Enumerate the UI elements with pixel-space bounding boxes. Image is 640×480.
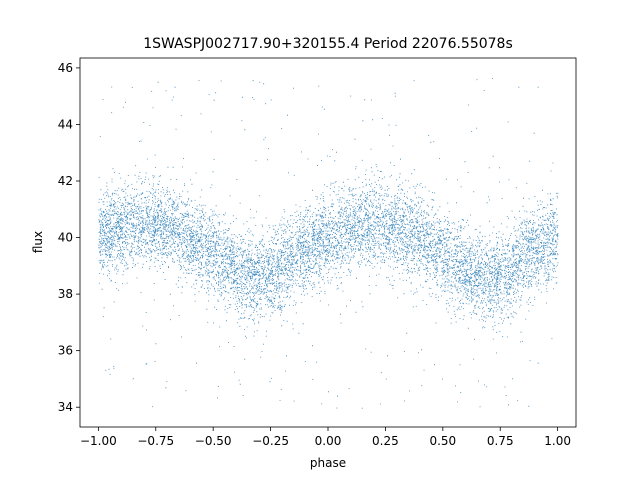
y-axis: 34 36 38 40 42 44 46 — [58, 61, 80, 414]
x-axis: −1.00 −0.75 −0.50 −0.25 0.00 0.25 0.50 0.75 1.00 — [80, 427, 571, 448]
x-tick-label: −0.50 — [195, 434, 232, 448]
x-tick-label: 1.00 — [544, 434, 571, 448]
y-axis-label: flux — [31, 231, 45, 253]
y-tick-label: 40 — [58, 231, 73, 245]
x-tick-label: 0.00 — [315, 434, 342, 448]
y-tick-label: 42 — [58, 174, 73, 188]
x-axis-label: phase — [310, 456, 346, 470]
data-point-cloud — [98, 78, 559, 409]
y-tick-label: 36 — [58, 344, 73, 358]
x-tick-label: −0.25 — [252, 434, 289, 448]
x-tick-label: 0.75 — [487, 434, 514, 448]
y-tick-label: 34 — [58, 400, 73, 414]
x-tick-label: −0.75 — [137, 434, 174, 448]
y-tick-label: 38 — [58, 287, 73, 301]
x-tick-label: 0.50 — [429, 434, 456, 448]
data-points — [98, 78, 559, 409]
chart-title: 1SWASPJ002717.90+320155.4 Period 22076.5… — [143, 36, 513, 52]
x-tick-label: −1.00 — [80, 434, 117, 448]
x-tick-label: 0.25 — [372, 434, 399, 448]
y-tick-label: 44 — [58, 117, 73, 131]
y-tick-label: 46 — [58, 61, 73, 75]
